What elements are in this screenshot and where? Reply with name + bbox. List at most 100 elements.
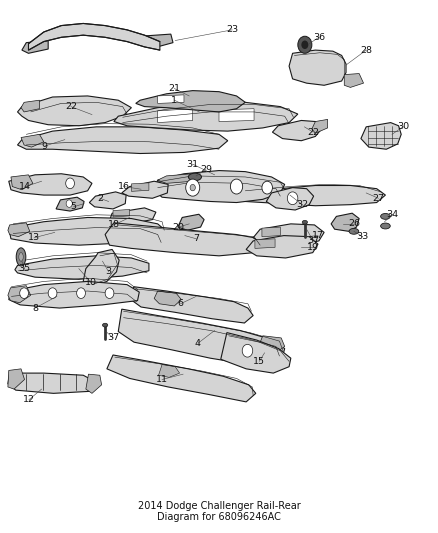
Text: 31: 31 [187, 160, 199, 168]
Polygon shape [140, 34, 173, 48]
Polygon shape [178, 214, 204, 230]
Text: 15: 15 [253, 357, 265, 366]
Polygon shape [28, 23, 160, 50]
Polygon shape [86, 374, 102, 393]
Polygon shape [18, 96, 131, 126]
Circle shape [20, 288, 28, 298]
Circle shape [230, 179, 243, 194]
Text: 6: 6 [177, 300, 184, 308]
Circle shape [105, 288, 114, 298]
Circle shape [186, 179, 200, 196]
Text: 4: 4 [195, 339, 201, 348]
Text: 37: 37 [307, 237, 319, 245]
Polygon shape [11, 175, 33, 190]
Polygon shape [262, 227, 280, 237]
Polygon shape [221, 333, 291, 373]
Polygon shape [158, 95, 184, 103]
Polygon shape [158, 174, 193, 183]
Text: 37: 37 [107, 334, 119, 342]
Text: 28: 28 [360, 46, 372, 54]
Polygon shape [246, 236, 318, 258]
Polygon shape [109, 208, 156, 225]
Circle shape [287, 192, 298, 205]
Text: 29: 29 [200, 165, 212, 174]
Text: 1: 1 [171, 96, 177, 104]
Polygon shape [83, 249, 119, 287]
Text: 22: 22 [307, 128, 319, 136]
Polygon shape [9, 174, 92, 195]
Circle shape [48, 288, 57, 298]
Text: 27: 27 [372, 194, 385, 203]
Circle shape [301, 41, 308, 49]
Text: 8: 8 [32, 304, 38, 312]
Text: 36: 36 [313, 33, 325, 42]
Polygon shape [118, 309, 285, 365]
Text: 22: 22 [65, 102, 77, 111]
Circle shape [262, 181, 272, 194]
Ellipse shape [381, 223, 390, 229]
Text: 33: 33 [357, 232, 369, 241]
Polygon shape [22, 41, 48, 53]
Text: 16: 16 [117, 182, 130, 191]
Polygon shape [21, 100, 39, 112]
Ellipse shape [381, 213, 390, 220]
Polygon shape [219, 109, 254, 122]
Text: 18: 18 [108, 221, 120, 229]
Polygon shape [255, 239, 275, 248]
Polygon shape [8, 223, 30, 237]
Text: 20: 20 [173, 223, 185, 231]
Ellipse shape [102, 323, 108, 327]
Polygon shape [8, 286, 31, 303]
Text: 13: 13 [28, 233, 40, 242]
Polygon shape [136, 91, 245, 112]
Polygon shape [107, 355, 256, 402]
Polygon shape [158, 109, 193, 123]
Polygon shape [159, 365, 180, 377]
Text: 19: 19 [307, 243, 319, 252]
Text: 35: 35 [18, 264, 31, 273]
Text: 12: 12 [23, 395, 35, 404]
Ellipse shape [188, 173, 201, 181]
Polygon shape [8, 373, 97, 393]
Ellipse shape [16, 248, 26, 266]
Text: 10: 10 [85, 278, 97, 287]
Ellipse shape [349, 228, 359, 235]
Ellipse shape [19, 253, 23, 261]
Polygon shape [114, 102, 298, 131]
Text: 14: 14 [19, 182, 32, 191]
Polygon shape [9, 281, 139, 308]
Text: 23: 23 [226, 26, 238, 34]
Polygon shape [131, 183, 149, 191]
Polygon shape [289, 50, 346, 85]
Polygon shape [344, 74, 364, 87]
Polygon shape [266, 188, 314, 210]
Text: 2014 Dodge Challenger Rail-Rear
Diagram for 68096246AC: 2014 Dodge Challenger Rail-Rear Diagram … [138, 501, 300, 522]
Polygon shape [312, 119, 328, 133]
Text: 32: 32 [296, 200, 308, 209]
Polygon shape [361, 123, 401, 149]
Polygon shape [15, 256, 149, 279]
Polygon shape [272, 120, 321, 141]
Text: 3: 3 [106, 268, 112, 276]
Text: 34: 34 [386, 210, 399, 219]
Text: 30: 30 [397, 123, 409, 131]
Text: 5: 5 [71, 203, 77, 211]
Circle shape [66, 178, 74, 189]
Polygon shape [21, 134, 44, 147]
Polygon shape [105, 223, 263, 256]
Polygon shape [153, 171, 285, 203]
Polygon shape [331, 213, 359, 231]
Polygon shape [89, 192, 126, 209]
Polygon shape [113, 209, 130, 217]
Text: 7: 7 [193, 235, 199, 243]
Circle shape [190, 184, 195, 191]
Ellipse shape [302, 221, 307, 224]
Text: 2: 2 [97, 194, 103, 203]
Polygon shape [154, 291, 181, 306]
Polygon shape [9, 217, 166, 245]
Polygon shape [8, 369, 25, 389]
Polygon shape [237, 185, 385, 206]
Text: 9: 9 [42, 142, 48, 150]
Polygon shape [122, 181, 168, 198]
Polygon shape [259, 336, 285, 354]
